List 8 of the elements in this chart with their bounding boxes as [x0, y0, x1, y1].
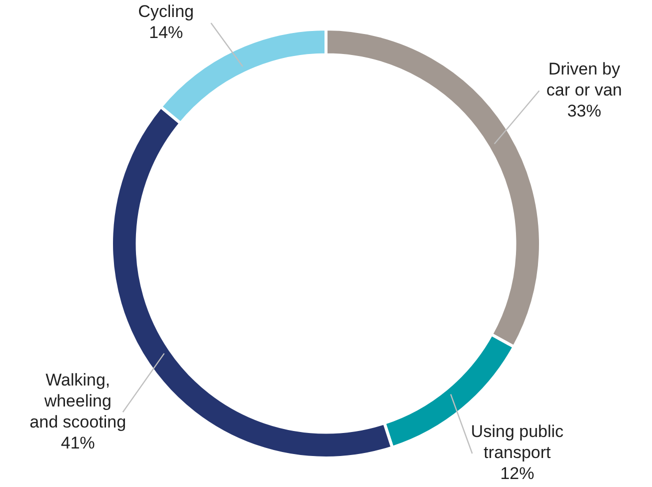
data-label: 33%: [567, 101, 602, 120]
data-label: 41%: [60, 433, 95, 452]
slice-label: Cycling: [138, 2, 194, 22]
slice-label: Driven by car or van: [546, 59, 622, 100]
slice-label: Using public transport: [470, 422, 564, 462]
slice-label: Walking, wheeling and scooting: [30, 370, 126, 432]
data-label: 12%: [500, 464, 534, 484]
data-label: 14%: [148, 23, 184, 42]
